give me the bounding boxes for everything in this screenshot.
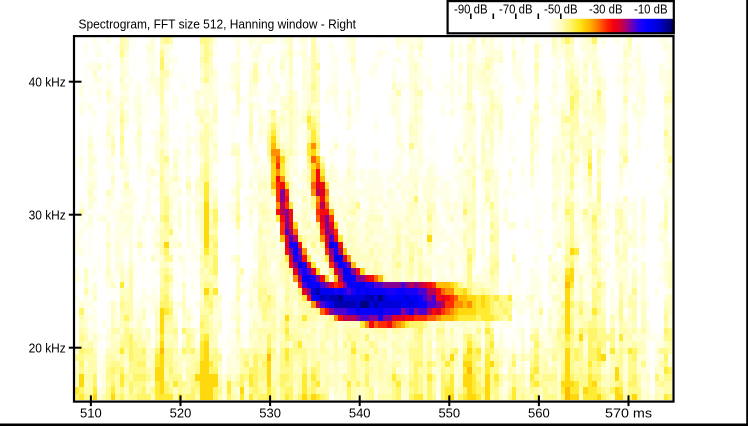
svg-text:Spectrogram, FFT size 512, Han: Spectrogram, FFT size 512, Hanning windo…: [79, 17, 357, 32]
svg-text:560: 560: [528, 406, 550, 421]
svg-text:30 kHz: 30 kHz: [29, 207, 66, 222]
svg-text:550: 550: [438, 406, 460, 421]
svg-text:20 kHz: 20 kHz: [29, 340, 66, 355]
svg-text:-10 dB: -10 dB: [634, 1, 668, 16]
svg-text:520: 520: [170, 406, 192, 421]
svg-text:-90 dB: -90 dB: [454, 1, 488, 16]
svg-text:540: 540: [349, 406, 371, 421]
svg-text:40 kHz: 40 kHz: [29, 74, 66, 89]
svg-text:-50 dB: -50 dB: [544, 1, 578, 16]
svg-text:570 ms: 570 ms: [605, 406, 653, 421]
svg-text:-70 dB: -70 dB: [499, 1, 533, 16]
svg-text:530: 530: [259, 406, 281, 421]
svg-text:510: 510: [80, 406, 102, 421]
svg-text:-30 dB: -30 dB: [589, 1, 623, 16]
